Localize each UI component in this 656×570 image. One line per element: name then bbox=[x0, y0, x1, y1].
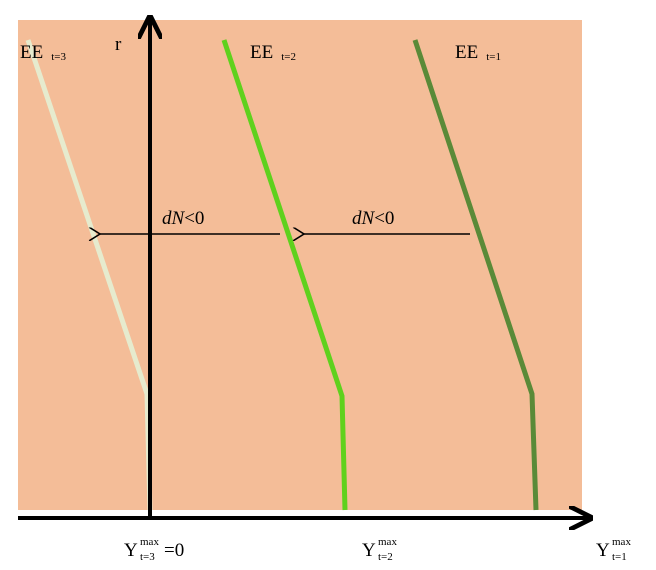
y-axis-label: r bbox=[115, 34, 122, 55]
svg-text:t=1: t=1 bbox=[612, 551, 627, 563]
svg-text:Y: Y bbox=[596, 540, 610, 561]
svg-text:Y: Y bbox=[362, 540, 376, 561]
svg-text:=0: =0 bbox=[164, 540, 184, 561]
curve-label-t2: EE t=2 bbox=[250, 42, 296, 63]
x-tick-label-t2: Y max t=2 bbox=[362, 536, 397, 563]
curve-label-t3: EE t=3 bbox=[20, 42, 66, 63]
shift-label-right: dN<0 bbox=[352, 208, 394, 229]
x-tick-label-t1: Y max t=1 bbox=[596, 536, 631, 563]
curve-ee-t1 bbox=[412, 39, 539, 511]
svg-text:max: max bbox=[612, 536, 631, 548]
svg-text:max: max bbox=[140, 536, 159, 548]
svg-text:max: max bbox=[378, 536, 397, 548]
svg-text:t=3: t=3 bbox=[140, 551, 155, 563]
curve-ee-t2 bbox=[221, 39, 348, 511]
svg-text:Y: Y bbox=[124, 540, 138, 561]
curve-label-t1: EE t=1 bbox=[455, 42, 501, 63]
shift-label-left: dN<0 bbox=[162, 208, 204, 229]
x-tick-label-t3: Y max t=3 =0 bbox=[124, 536, 184, 563]
svg-text:t=2: t=2 bbox=[378, 551, 393, 563]
